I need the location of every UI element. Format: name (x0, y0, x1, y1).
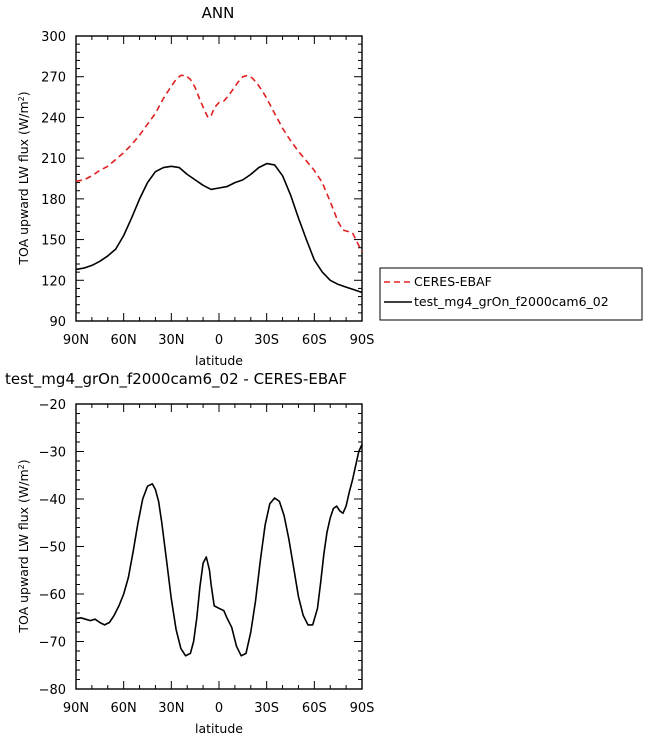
top-y-axis-title: TOA upward LW flux (W/m2) (16, 91, 31, 265)
top-y-tick-label: 270 (41, 71, 66, 86)
top-x-axis: 90N 60N 30N 0 30S 60S 90S (63, 36, 375, 348)
bottom-x-tick-label: 60S (302, 701, 327, 716)
top-x-tick-label: 30N (158, 333, 184, 348)
bottom-y-tick-label: −40 (39, 493, 66, 508)
top-x-tick-label: 60S (302, 333, 327, 348)
bottom-x-axis-title: latitude (195, 721, 243, 736)
top-y-axis: 90 120 150 180 210 240 270 300 (41, 30, 362, 330)
top-series-line-1 (75, 162, 363, 294)
bottom-x-tick-label: 90S (350, 701, 375, 716)
legend-label-model: test_mg4_grOn_f2000cam6_02 (414, 294, 609, 309)
bottom-x-axis: 90N 60N 30N 0 30S 60S 90S (63, 404, 375, 716)
top-y-tick-label: 180 (41, 193, 66, 208)
bottom-y-axis: −80 −70 −60 −50 −40 −30 −20 (39, 398, 362, 698)
bottom-y-axis-title: TOA upward LW flux (W/m2) (16, 459, 31, 633)
bottom-y-tick-label: −70 (39, 636, 66, 651)
top-x-axis-title: latitude (195, 353, 243, 368)
bottom-x-tick-label: 0 (215, 701, 223, 716)
legend: CERES-EBAF test_mg4_grOn_f2000cam6_02 (379, 267, 643, 321)
legend-box (379, 267, 643, 321)
bottom-series-line-0 (75, 444, 363, 657)
top-series-group (75, 74, 363, 294)
bottom-x-tick-label: 60N (111, 701, 137, 716)
top-x-tick-label: 0 (215, 333, 223, 348)
bottom-y-tick-label: −30 (39, 446, 66, 461)
top-y-tick-label: 210 (41, 152, 66, 167)
top-panel: ANN 90 120 150 180 210 240 270 300 90N 60N 30N 0 30… (16, 4, 643, 368)
legend-label-ceres: CERES-EBAF (414, 274, 492, 289)
top-x-tick-label: 90N (63, 333, 89, 348)
bottom-panel: test_mg4_grOn_f2000cam6_02 - CERES-EBAF … (5, 370, 374, 736)
bottom-y-tick-label: −20 (39, 398, 66, 413)
bottom-x-tick-label: 30S (254, 701, 279, 716)
bottom-y-tick-label: −60 (39, 588, 66, 603)
bottom-y-tick-label: −80 (39, 683, 66, 698)
top-chart-title: ANN (202, 4, 235, 22)
bottom-y-tick-label: −50 (39, 541, 66, 556)
top-y-tick-label: 150 (41, 234, 66, 249)
top-y-tick-label: 120 (41, 274, 66, 289)
bottom-x-tick-label: 30N (158, 701, 184, 716)
bottom-x-tick-label: 90N (63, 701, 89, 716)
top-x-tick-label: 90S (350, 333, 375, 348)
top-y-tick-label: 240 (41, 111, 66, 126)
top-y-tick-label: 90 (49, 315, 66, 330)
bottom-chart-title: test_mg4_grOn_f2000cam6_02 - CERES-EBAF (5, 370, 347, 389)
bottom-plot-frame (75, 403, 363, 690)
top-y-tick-label: 300 (41, 30, 66, 45)
top-series-line-0 (75, 74, 363, 253)
bottom-series-group (75, 444, 363, 657)
top-x-tick-label: 30S (254, 333, 279, 348)
top-x-tick-label: 60N (111, 333, 137, 348)
